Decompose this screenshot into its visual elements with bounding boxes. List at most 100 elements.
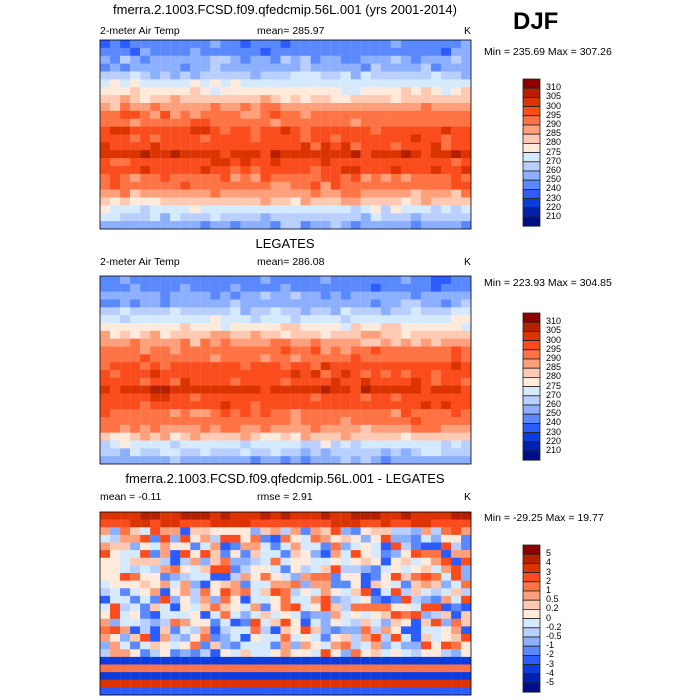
map-cell — [370, 432, 381, 441]
map-cell — [390, 634, 401, 642]
map-cell — [451, 626, 462, 635]
map-cell — [270, 283, 281, 292]
map-cell — [410, 291, 422, 300]
map-cell — [190, 527, 201, 536]
map-cell — [280, 330, 291, 339]
map-cell — [160, 634, 171, 642]
map-cell — [200, 354, 211, 363]
map-cell — [320, 173, 331, 183]
map-cell — [220, 330, 231, 339]
map-cell — [340, 291, 351, 300]
map-cell — [130, 512, 141, 520]
map-cell — [451, 424, 462, 433]
map-cell — [270, 307, 281, 316]
map-cell — [160, 550, 171, 559]
map-cell — [290, 197, 301, 206]
map-cell — [430, 71, 442, 80]
map-cell — [260, 330, 271, 339]
map-cell — [441, 557, 452, 566]
map-cell — [240, 299, 251, 308]
map-cell — [320, 134, 331, 143]
map-cell — [410, 440, 422, 449]
map-cell — [420, 307, 432, 316]
map-cell — [370, 519, 381, 528]
map-cell — [310, 158, 321, 167]
map-cell — [430, 448, 442, 457]
map-cell — [420, 687, 432, 696]
map-cell — [280, 158, 291, 167]
map-cell — [150, 126, 161, 135]
map-cell — [260, 565, 271, 574]
map-cell — [180, 534, 191, 543]
map-cell — [370, 672, 381, 681]
map-cell — [390, 664, 401, 673]
map-cell — [150, 656, 161, 665]
map-cell — [120, 385, 131, 394]
map-cell — [110, 527, 121, 536]
map-cell — [400, 656, 411, 665]
map-cell — [310, 150, 321, 159]
map-cell — [420, 126, 432, 135]
map-cell — [180, 323, 191, 332]
map-cell — [370, 299, 381, 308]
map-cell — [420, 401, 432, 410]
map-cell — [390, 71, 401, 80]
map-cell — [220, 291, 231, 300]
map-cell — [420, 142, 432, 151]
map-cell — [180, 173, 191, 183]
map-cell — [210, 595, 221, 604]
map-cell — [270, 346, 281, 355]
map-cell — [441, 580, 452, 589]
map-cell — [100, 417, 111, 426]
map-cell — [160, 595, 171, 604]
map-cell — [160, 213, 171, 222]
map-cell — [110, 393, 121, 402]
map-cell — [150, 40, 161, 49]
map-cell — [360, 641, 371, 650]
map-cell — [451, 87, 462, 96]
map-cell — [180, 550, 191, 559]
map-cell — [410, 377, 422, 386]
map-cell — [410, 565, 422, 574]
map-cell — [240, 618, 251, 627]
map-cell — [320, 641, 331, 650]
map-cell — [160, 362, 171, 371]
map-cell — [230, 166, 241, 175]
map-cell — [320, 432, 331, 441]
map-cell — [350, 291, 361, 300]
map-cell — [210, 205, 221, 214]
map-cell — [190, 166, 201, 175]
map-cell — [140, 158, 151, 167]
map-cell — [360, 603, 371, 612]
map-cell — [200, 550, 211, 559]
map-cell — [160, 126, 171, 135]
map-cell — [240, 330, 251, 339]
map-cell — [310, 626, 321, 635]
map-cell — [441, 448, 452, 457]
map-cell — [380, 126, 391, 135]
map-cell — [270, 448, 281, 457]
map-cell — [280, 542, 291, 551]
map-cell — [170, 150, 181, 159]
map-frame — [99, 511, 472, 696]
map-cell — [210, 307, 221, 316]
map-cell — [330, 118, 341, 127]
map-cell — [140, 142, 151, 151]
map-cell — [300, 603, 311, 612]
map-cell — [180, 55, 191, 64]
map-cell — [430, 134, 442, 143]
map-cell — [190, 205, 201, 214]
map-cell — [461, 542, 472, 551]
map-cell — [170, 103, 181, 112]
map-cell — [420, 679, 432, 688]
map-cell — [140, 448, 151, 457]
map-cell — [150, 63, 161, 72]
map-cell — [330, 417, 341, 426]
map-cell — [420, 626, 432, 635]
map-cell — [430, 565, 442, 574]
map-cell — [270, 580, 281, 589]
map-cell — [330, 55, 341, 64]
map-cell — [390, 440, 401, 449]
minmax-label: Min = 223.93 Max = 304.85 — [484, 277, 612, 289]
map-cell — [240, 656, 251, 665]
